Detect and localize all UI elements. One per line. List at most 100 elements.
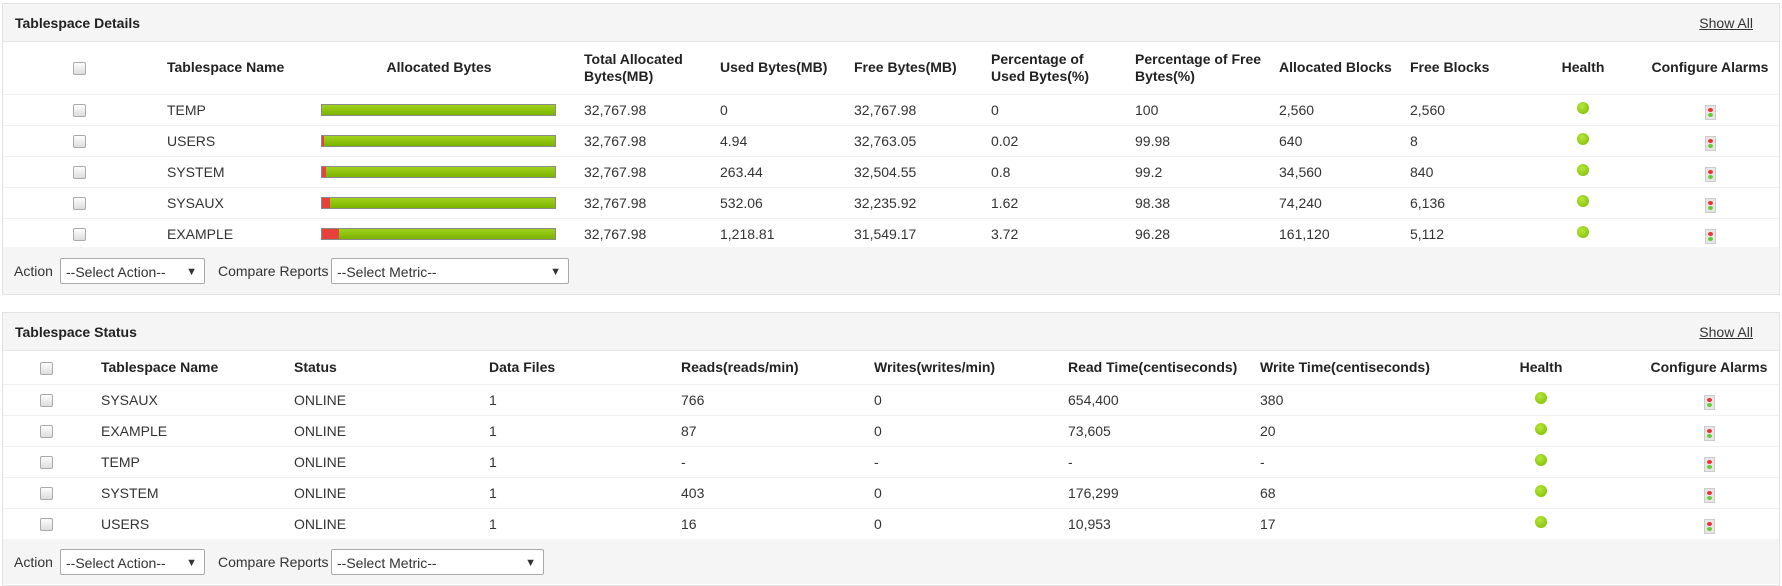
cell-value: 1.62: [991, 194, 1019, 211]
cell-value: 2,560: [1410, 101, 1446, 118]
row-checkbox[interactable]: [73, 196, 86, 210]
cell-value: 32,763.05: [854, 132, 917, 149]
configure-alarm-icon[interactable]: [1705, 197, 1716, 213]
column-header[interactable]: Total Allocated Bytes(MB): [584, 51, 683, 84]
table-row: SYSAUX ONLINE 1 766 0 654,400 380: [3, 384, 1779, 416]
column-header[interactable]: Status: [294, 358, 337, 375]
table-footer: Action --Select Action-- ▼ Compare Reports -…: [3, 539, 1779, 584]
cell-value: 0: [874, 484, 882, 501]
configure-alarm-icon[interactable]: [1704, 518, 1715, 534]
row-checkbox[interactable]: [40, 486, 53, 500]
row-checkbox[interactable]: [73, 134, 86, 148]
action-select-value: --Select Action--: [66, 263, 166, 280]
configure-alarm-icon[interactable]: [1705, 135, 1716, 151]
cell-value: -: [874, 453, 879, 470]
cell-value: ONLINE: [294, 391, 347, 408]
metric-select-value: --Select Metric--: [337, 263, 437, 280]
configure-alarm-icon[interactable]: [1704, 487, 1715, 503]
chevron-down-icon: ▼: [186, 556, 197, 569]
cell-value: 20: [1260, 422, 1276, 439]
metric-select-value: --Select Metric--: [337, 554, 437, 571]
select-all-checkbox[interactable]: [73, 62, 86, 75]
tablespace-name: EXAMPLE: [167, 225, 234, 242]
health-ok-icon: [1577, 194, 1589, 207]
table-row: EXAMPLE ONLINE 1 87 0 73,605 20: [3, 415, 1779, 447]
row-checkbox[interactable]: [73, 165, 86, 179]
cell-value: -: [1260, 453, 1265, 470]
cell-value: 0.02: [991, 132, 1019, 149]
cell-value: 74,240: [1279, 194, 1322, 211]
column-header[interactable]: Allocated Bytes: [386, 59, 492, 75]
metric-select[interactable]: --Select Metric-- ▼: [331, 257, 569, 284]
column-header[interactable]: Write Time(centiseconds): [1260, 358, 1430, 375]
used-bytes-fill: [322, 228, 340, 239]
cell-value: 1: [489, 391, 497, 408]
column-header[interactable]: Health: [1561, 59, 1605, 75]
tablespace-name: SYSAUX: [167, 194, 224, 211]
metric-select[interactable]: --Select Metric-- ▼: [331, 548, 544, 575]
cell-value: 654,400: [1068, 391, 1119, 408]
configure-alarm-icon[interactable]: [1704, 394, 1715, 410]
row-checkbox[interactable]: [40, 424, 53, 438]
table-row: USERS 32,767.98 4.94 32,763.05 0.02 99.98 640 8: [3, 125, 1779, 157]
configure-alarm-icon[interactable]: [1705, 228, 1716, 244]
column-header[interactable]: Read Time(centiseconds): [1068, 358, 1238, 375]
column-header[interactable]: Tablespace Name: [101, 358, 219, 375]
action-select[interactable]: --Select Action-- ▼: [60, 257, 205, 284]
tablespace-name: USERS: [167, 132, 216, 149]
configure-alarm-icon[interactable]: [1705, 104, 1716, 120]
row-checkbox[interactable]: [40, 455, 53, 469]
select-all-checkbox[interactable]: [40, 361, 53, 375]
column-header[interactable]: Allocated Blocks: [1279, 59, 1392, 75]
column-header[interactable]: Writes(writes/min): [874, 358, 996, 375]
action-label: Action: [14, 553, 53, 570]
cell-value: 1: [489, 484, 497, 501]
configure-alarm-icon[interactable]: [1704, 456, 1715, 472]
cell-value: 1: [489, 422, 497, 439]
cell-value: 532.06: [720, 194, 763, 211]
show-all-link[interactable]: Show All: [1699, 15, 1753, 31]
cell-value: 32,767.98: [584, 163, 647, 180]
column-header[interactable]: Free Bytes(MB): [854, 59, 957, 75]
column-header[interactable]: Percentage of Free Bytes(%): [1135, 51, 1262, 84]
column-header[interactable]: Used Bytes(MB): [720, 59, 828, 75]
action-select[interactable]: --Select Action-- ▼: [60, 548, 205, 575]
configure-alarm-icon[interactable]: [1705, 166, 1716, 182]
chevron-down-icon: ▼: [525, 556, 536, 569]
cell-value: 10,953: [1068, 515, 1111, 532]
column-header[interactable]: Percentage of Used Bytes(%): [991, 51, 1090, 84]
column-header[interactable]: Configure Alarms: [1650, 358, 1768, 375]
column-header[interactable]: Reads(reads/min): [681, 358, 799, 375]
column-header[interactable]: Tablespace Name: [167, 59, 285, 75]
cell-value: 6,136: [1410, 194, 1446, 211]
cell-value: 32,235.92: [854, 194, 917, 211]
column-header[interactable]: Health: [1519, 358, 1563, 375]
table-header-row: Tablespace Name Status Data Files Reads(rea…: [3, 351, 1779, 385]
cell-value: 766: [681, 391, 705, 408]
cell-value: -: [1068, 453, 1073, 470]
table-row: TEMP ONLINE 1 - - - -: [3, 446, 1779, 478]
tablespace-name: SYSTEM: [101, 484, 159, 501]
used-bytes-fill: [322, 135, 324, 146]
column-header[interactable]: Free Blocks: [1410, 59, 1490, 75]
cell-value: 99.2: [1135, 163, 1163, 180]
cell-value: 34,560: [1279, 163, 1322, 180]
show-all-link[interactable]: Show All: [1699, 324, 1753, 340]
row-checkbox[interactable]: [40, 393, 53, 407]
tablespace-details-panel: Tablespace Details Show All Tablespace N…: [2, 3, 1780, 295]
cell-value: 1: [489, 515, 497, 532]
cell-value: 32,767.98: [584, 132, 647, 149]
configure-alarm-icon[interactable]: [1704, 425, 1715, 441]
column-header[interactable]: Data Files: [489, 358, 556, 375]
cell-value: 73,605: [1068, 422, 1111, 439]
cell-value: 99.98: [1135, 132, 1171, 149]
tablespace-name: SYSAUX: [101, 391, 158, 408]
row-checkbox[interactable]: [40, 517, 53, 531]
cell-value: 176,299: [1068, 484, 1119, 501]
column-header[interactable]: Configure Alarms: [1651, 59, 1769, 75]
row-checkbox[interactable]: [73, 227, 86, 241]
tablespace-name: SYSTEM: [167, 163, 225, 180]
cell-value: ONLINE: [294, 453, 347, 470]
used-bytes-fill: [322, 166, 326, 177]
row-checkbox[interactable]: [73, 103, 86, 117]
